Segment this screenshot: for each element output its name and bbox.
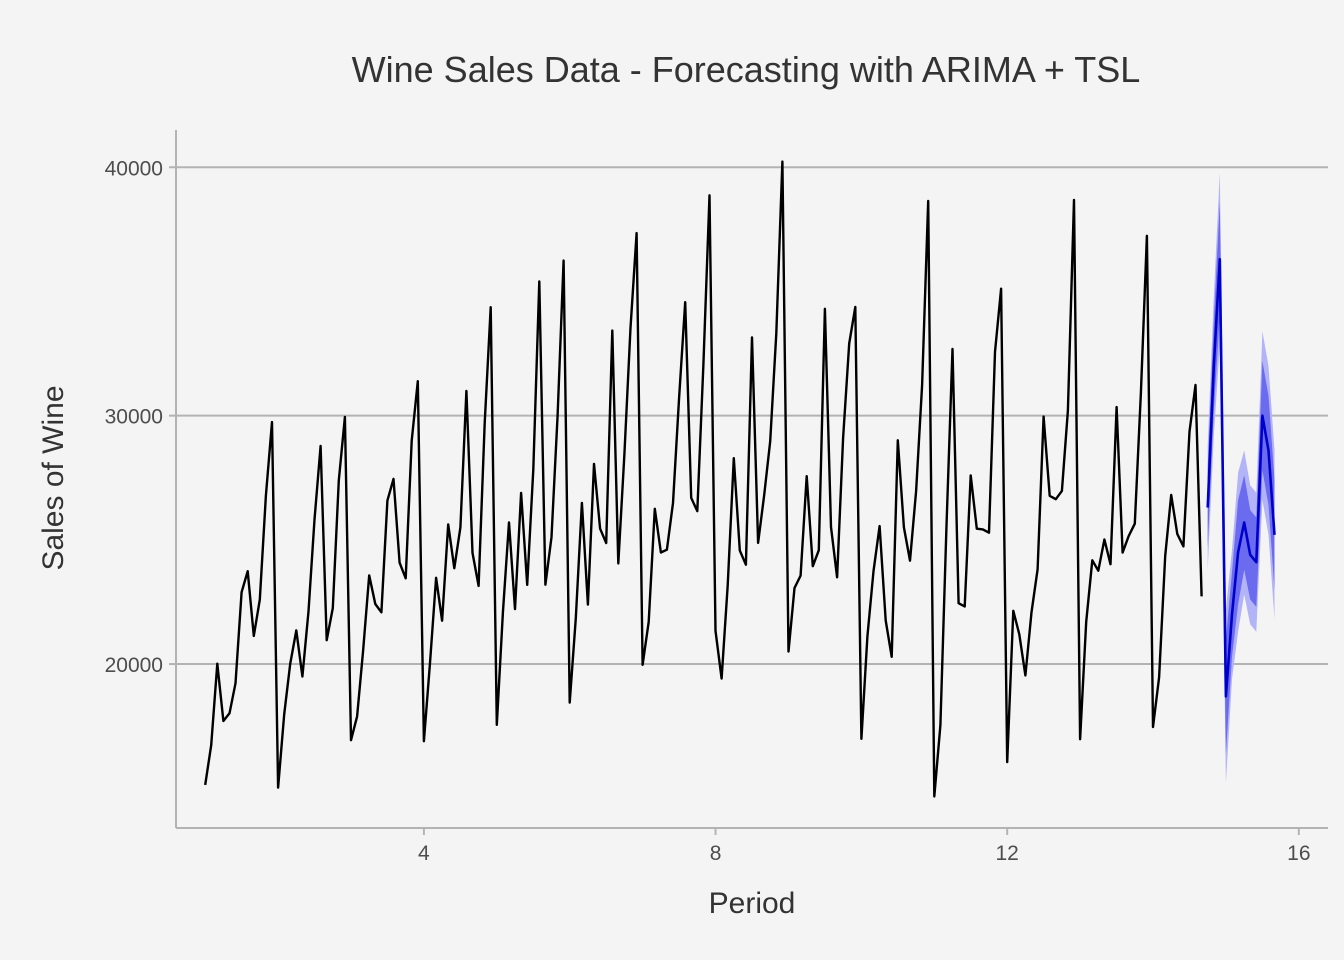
x-tick-label: 8 bbox=[710, 842, 722, 865]
x-tick-label: 12 bbox=[996, 842, 1019, 865]
x-tick-label: 16 bbox=[1287, 842, 1310, 865]
tick-labels: 4 8 12 16 20000 30000 40000 bbox=[105, 157, 1311, 865]
y-tick-label: 40000 bbox=[105, 157, 163, 180]
x-axis-label: Period bbox=[709, 887, 796, 920]
gridlines bbox=[176, 166, 1328, 666]
axes bbox=[169, 130, 1328, 835]
y-tick-label: 20000 bbox=[105, 654, 163, 677]
history-line bbox=[204, 160, 1203, 798]
y-tick-label: 30000 bbox=[105, 406, 163, 429]
x-tick-label: 4 bbox=[418, 842, 430, 865]
forecast-line bbox=[1206, 257, 1276, 698]
y-axis-label: Sales of Wine bbox=[37, 385, 70, 570]
series-lines bbox=[204, 160, 1276, 798]
chart-title: Wine Sales Data - Forecasting with ARIMA… bbox=[352, 49, 1141, 90]
